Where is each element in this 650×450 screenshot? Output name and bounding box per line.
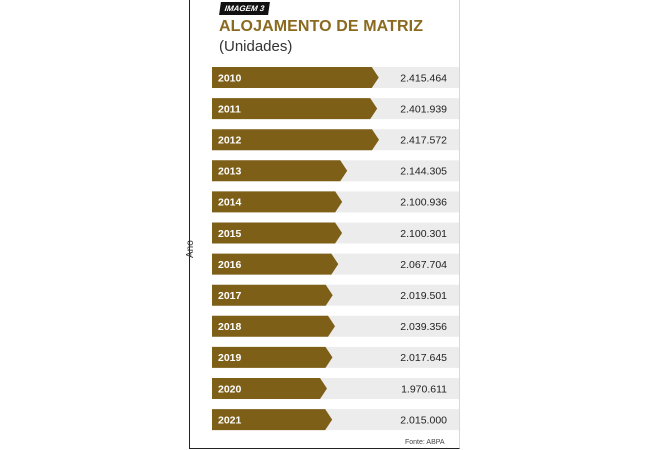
data-label: 2.100.301 (400, 228, 447, 240)
category-label: 2016 (218, 259, 242, 271)
bar (212, 191, 343, 213)
category-label: 2019 (218, 352, 242, 364)
data-label: 2.017.645 (400, 352, 447, 364)
category-label: 2020 (218, 383, 242, 395)
source-note: Fonte: ABPA (405, 439, 445, 446)
category-label: 2011 (218, 103, 241, 115)
bar (212, 160, 348, 182)
bar (212, 222, 343, 244)
category-label: 2015 (218, 228, 242, 240)
chart-subtitle: (Unidades) (219, 38, 293, 55)
bar (212, 67, 379, 88)
data-label: 2.067.704 (400, 259, 447, 271)
bar (212, 284, 333, 306)
bar (212, 346, 333, 368)
data-label: 2.015.000 (400, 414, 447, 426)
chart-title: ALOJAMENTO DE MATRIZ (219, 18, 424, 35)
bar (212, 409, 333, 431)
data-label: 1.970.611 (401, 383, 447, 395)
bar (212, 253, 339, 275)
data-label: 2.144.305 (400, 166, 447, 178)
data-label: 2.019.501 (400, 290, 447, 302)
category-label: 2017 (218, 290, 242, 302)
category-label: 2012 (218, 135, 242, 147)
bar (212, 315, 335, 337)
data-label: 2.100.936 (400, 197, 447, 209)
category-label: 2013 (218, 166, 242, 178)
bar (212, 98, 378, 120)
category-label: 2018 (218, 321, 242, 333)
data-label: 2.417.572 (400, 135, 447, 147)
data-label: 2.039.356 (400, 321, 447, 333)
data-label: 2.415.464 (400, 72, 447, 84)
category-label: 2014 (218, 197, 242, 209)
category-label: 2021 (218, 414, 242, 426)
data-label: 2.401.939 (400, 103, 447, 115)
bar (212, 129, 379, 151)
bar (212, 378, 327, 399)
category-label: 2010 (218, 72, 242, 84)
